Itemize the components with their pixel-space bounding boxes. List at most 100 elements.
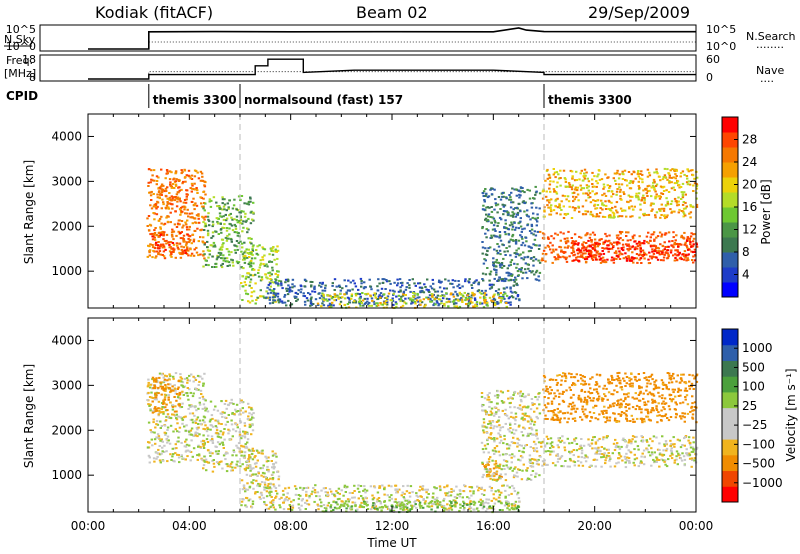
data-cell: [158, 445, 161, 447]
data-cell: [511, 235, 514, 238]
data-cell: [620, 183, 624, 186]
data-cell: [440, 290, 444, 293]
data-cell: [261, 256, 264, 259]
data-cell: [450, 505, 454, 508]
data-cell: [244, 277, 248, 280]
data-cell: [171, 197, 174, 200]
data-cell: [512, 284, 516, 287]
data-cell: [182, 201, 185, 204]
data-cell: [161, 198, 164, 201]
data-cell: [279, 300, 282, 303]
data-cell: [685, 244, 688, 247]
data-cell: [223, 428, 226, 430]
data-cell: [499, 208, 502, 210]
data-cell: [434, 297, 437, 300]
data-cell: [641, 181, 644, 184]
data-cell: [347, 306, 351, 309]
data-cell: [512, 296, 515, 299]
data-cell: [169, 211, 172, 214]
data-cell: [196, 189, 199, 192]
data-cell: [560, 249, 563, 252]
data-cell: [529, 408, 533, 411]
data-cell: [398, 298, 401, 301]
data-cell: [592, 256, 595, 259]
data-cell: [526, 467, 529, 470]
data-cell: [267, 468, 270, 471]
data-cell: [175, 226, 179, 228]
data-cell: [203, 455, 206, 458]
data-cell: [635, 192, 638, 195]
data-cell: [494, 198, 497, 201]
data-cell: [645, 187, 648, 190]
data-cell: [291, 283, 294, 286]
data-cell: [454, 501, 457, 504]
data-cell: [192, 197, 195, 200]
data-cell: [271, 473, 274, 476]
data-cell: [654, 190, 657, 193]
data-cell: [193, 208, 196, 211]
data-cell: [213, 244, 216, 247]
data-cell: [202, 250, 205, 253]
data-cell: [214, 262, 217, 265]
data-cell: [643, 252, 646, 255]
data-cell: [161, 246, 165, 249]
data-cell: [202, 207, 205, 210]
data-cell: [160, 438, 163, 441]
data-cell: [210, 435, 214, 438]
data-cell: [495, 204, 498, 207]
data-cell: [157, 253, 160, 256]
data-cell: [179, 256, 183, 259]
data-cell: [633, 257, 636, 260]
data-cell: [152, 387, 155, 389]
data-cell: [149, 181, 152, 184]
data-cell: [493, 425, 496, 428]
data-cell: [320, 294, 323, 297]
data-cell: [543, 209, 546, 212]
data-cell: [186, 228, 189, 231]
data-cell: [554, 199, 557, 202]
data-cell: [222, 242, 225, 245]
data-cell: [671, 210, 674, 213]
data-cell: [376, 508, 379, 511]
data-cell: [591, 246, 594, 249]
data-cell: [249, 264, 252, 267]
data-cell: [471, 287, 474, 289]
data-cell: [269, 285, 272, 288]
data-cell: [662, 190, 666, 192]
data-cell: [472, 490, 475, 493]
data-cell: [541, 232, 545, 235]
data-cell: [191, 418, 194, 421]
data-cell: [526, 188, 529, 191]
data-cell: [195, 388, 198, 391]
data-cell: [157, 400, 161, 403]
data-cell: [575, 256, 578, 259]
data-cell: [339, 292, 342, 295]
data-cell: [599, 257, 603, 260]
data-cell: [252, 449, 255, 452]
data-cell: [285, 290, 289, 292]
data-cell: [489, 426, 492, 429]
data-cell: [570, 237, 573, 239]
data-cell: [265, 460, 269, 463]
data-cell: [399, 300, 402, 303]
data-cell: [596, 199, 599, 202]
data-cell: [290, 500, 293, 503]
data-cell: [395, 504, 398, 507]
data-cell: [234, 227, 238, 230]
data-cell: [147, 441, 150, 444]
data-cell: [504, 473, 507, 476]
data-cell: [271, 504, 275, 506]
data-cell: [218, 248, 222, 251]
data-cell: [430, 505, 434, 508]
data-cell: [373, 507, 376, 510]
data-cell: [618, 250, 621, 253]
data-cell: [490, 412, 494, 415]
data-cell: [343, 484, 347, 487]
data-cell: [615, 258, 618, 260]
data-cell: [169, 251, 173, 254]
data-cell: [499, 301, 502, 304]
data-cell: [552, 168, 555, 170]
data-cell: [271, 250, 275, 253]
data-cell: [159, 411, 162, 414]
data-cell: [665, 197, 668, 200]
